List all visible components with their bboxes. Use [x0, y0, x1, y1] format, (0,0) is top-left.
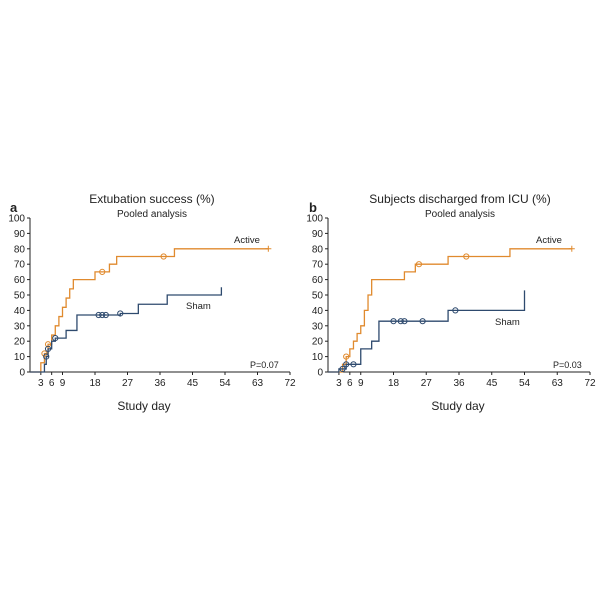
x-tick-label: 36: [453, 378, 465, 389]
censor-marker-sham: [350, 361, 357, 368]
y-tick-label: 10: [14, 352, 26, 363]
y-tick-label: 50: [312, 291, 324, 302]
series-label-sham: Sham: [186, 301, 211, 312]
censor-marker-sham: [401, 318, 408, 325]
panel-letter: a: [10, 200, 18, 215]
y-tick-label: 100: [8, 214, 25, 225]
x-tick-label: 63: [252, 378, 264, 389]
x-tick-label: 3: [38, 378, 44, 389]
x-tick-label: 27: [421, 378, 433, 389]
y-tick-label: 0: [19, 368, 25, 379]
y-tick-label: 30: [14, 321, 26, 332]
x-tick-label: 6: [49, 378, 55, 389]
x-tick-label: 72: [584, 378, 596, 389]
y-tick-label: 70: [312, 260, 324, 271]
y-tick-label: 60: [14, 275, 26, 286]
censor-marker-sham: [452, 307, 459, 314]
y-tick-label: 80: [312, 244, 324, 255]
censor-marker-sham: [117, 310, 124, 317]
chart-subtitle: Pooled analysis: [117, 209, 187, 220]
series-line-sham: [30, 287, 223, 373]
censor-marker-sham: [52, 335, 59, 342]
chart-title: Subjects discharged from ICU (%): [369, 192, 550, 206]
y-tick-label: 90: [312, 229, 324, 240]
y-tick-label: 20: [14, 337, 26, 348]
x-tick-label: 3: [336, 378, 342, 389]
y-tick-label: 0: [317, 368, 323, 379]
censor-marker-sham: [343, 361, 350, 368]
censor-marker-sham: [43, 353, 50, 360]
series-line-active: [30, 248, 269, 373]
censor-marker-active: [343, 353, 350, 360]
series-label-active: Active: [234, 235, 260, 246]
y-tick-label: 40: [14, 306, 26, 317]
censor-marker-active: [99, 268, 106, 275]
x-tick-label: 27: [122, 378, 134, 389]
x-tick-label: 18: [388, 378, 400, 389]
censor-marker-sham: [339, 365, 346, 373]
censor-marker-active: [463, 253, 470, 260]
y-tick-label: 90: [14, 229, 26, 240]
x-tick-label: 72: [284, 378, 296, 389]
y-tick-label: 30: [312, 321, 324, 332]
panel-letter: b: [309, 200, 317, 215]
y-tick-label: 40: [312, 306, 324, 317]
x-axis-label: Study day: [431, 399, 484, 413]
panel-a: a Extubation success (%) Pooled analysis…: [8, 192, 296, 413]
x-tick-label: 63: [552, 378, 564, 389]
y-tick-label: 50: [14, 291, 26, 302]
p-value: P=0.07: [250, 360, 279, 370]
censor-marker-sham: [102, 311, 109, 319]
y-tick-label: 70: [14, 260, 26, 271]
censor-marker-active: [415, 261, 423, 268]
x-tick-label: 54: [219, 378, 231, 389]
y-tick-label: 20: [312, 337, 324, 348]
censor-marker-sham: [95, 311, 102, 319]
x-axis-label: Study day: [117, 399, 170, 413]
series-label-active: Active: [536, 235, 562, 246]
censor-marker-sham: [44, 345, 52, 352]
censor-marker-active: [160, 253, 167, 260]
chart-title: Extubation success (%): [89, 192, 214, 206]
censor-marker-sham: [99, 311, 106, 319]
x-tick-label: 6: [347, 378, 353, 389]
x-tick-label: 54: [519, 378, 531, 389]
censor-marker-sham: [397, 318, 404, 325]
panel-b: b Subjects discharged from ICU (%) Poole…: [306, 192, 596, 413]
end-marker-active: [568, 245, 575, 252]
series-line-sham: [328, 290, 526, 373]
chart-subtitle: Pooled analysis: [425, 209, 495, 220]
x-tick-label: 45: [486, 378, 498, 389]
x-tick-label: 45: [187, 378, 199, 389]
y-tick-label: 10: [312, 352, 324, 363]
y-tick-label: 60: [312, 275, 324, 286]
y-tick-label: 80: [14, 244, 26, 255]
censor-marker-active: [41, 350, 48, 357]
y-tick-label: 100: [306, 214, 323, 225]
series-label-sham: Sham: [495, 317, 520, 328]
x-tick-label: 9: [60, 378, 66, 389]
x-tick-label: 18: [89, 378, 101, 389]
series-line-active: [328, 248, 572, 373]
censor-marker-sham: [390, 318, 397, 325]
p-value: P=0.03: [553, 360, 582, 370]
x-tick-label: 36: [154, 378, 166, 389]
censor-marker-sham: [419, 318, 426, 325]
censor-marker-active: [44, 341, 52, 348]
end-marker-active: [265, 245, 272, 252]
x-tick-label: 9: [358, 378, 364, 389]
